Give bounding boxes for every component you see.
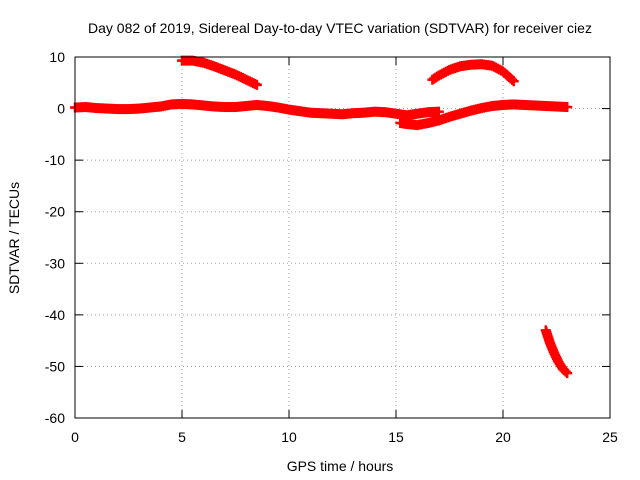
x-tick-label: 20 (495, 429, 511, 445)
x-tick-label: 10 (281, 429, 297, 445)
x-tick-label: 0 (71, 429, 79, 445)
data-point (433, 106, 444, 117)
data-point (560, 366, 571, 377)
x-axis-label: GPS time / hours (287, 458, 394, 474)
chart-title: Day 082 of 2019, Sidereal Day-to-day VTE… (88, 20, 592, 36)
x-tick-label: 5 (178, 429, 186, 445)
y-tick-label: -40 (45, 307, 65, 323)
data-point (562, 368, 573, 379)
data-point (251, 79, 262, 90)
data-point (507, 74, 518, 85)
data-points (70, 55, 573, 379)
x-tick-label: 15 (388, 429, 404, 445)
plot-frame (74, 56, 611, 419)
y-tick-label: -10 (45, 152, 65, 168)
y-tick-label: -60 (45, 410, 65, 426)
y-tick-label: -50 (45, 358, 65, 374)
axis-ticks: 0 5 10 15 20 25 10 0 -10 -20 -30 -40 -50 -60 (45, 49, 618, 445)
y-axis-label: SDTVAR / TECUs (6, 182, 22, 294)
y-tick-label: -20 (45, 204, 65, 220)
x-tick-label: 25 (602, 429, 618, 445)
data-point (508, 76, 519, 87)
data-point (562, 102, 573, 113)
y-tick-label: -30 (45, 255, 65, 271)
y-tick-label: 0 (57, 101, 65, 117)
y-tick-label: 10 (49, 49, 65, 65)
